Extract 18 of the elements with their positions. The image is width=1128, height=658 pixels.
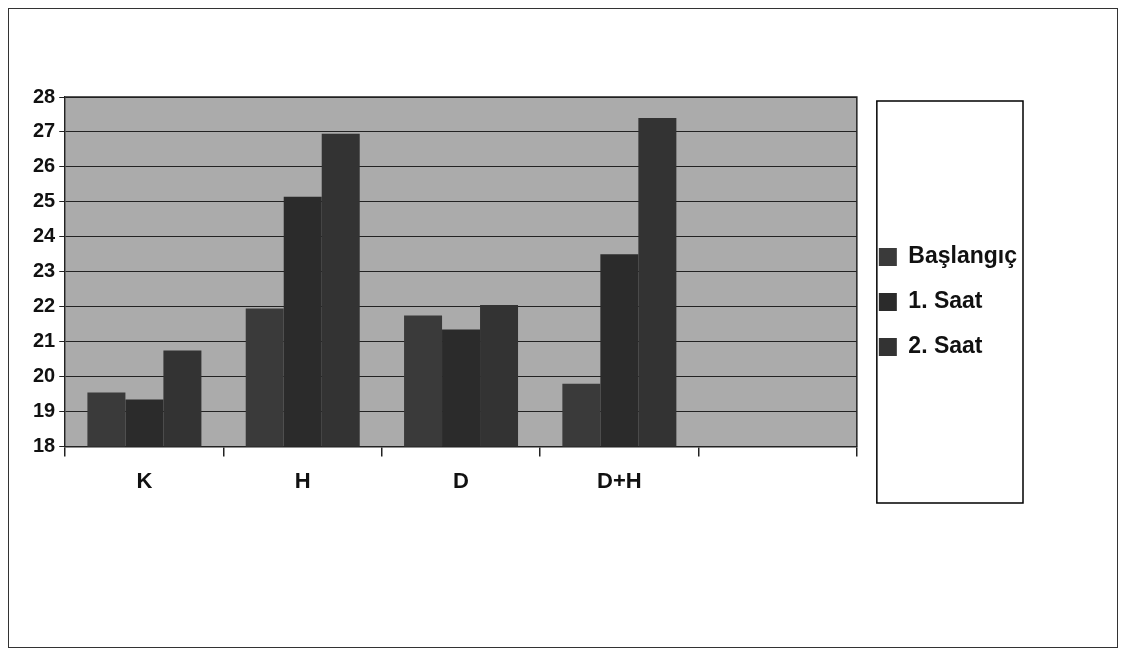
y-tick-label: 19 bbox=[33, 399, 56, 422]
x-tick-label: H bbox=[294, 467, 311, 493]
y-tick-label: 18 bbox=[33, 434, 56, 457]
x-tick-label: K bbox=[136, 467, 153, 493]
y-tick-label: 28 bbox=[33, 84, 56, 107]
y-tick-label: 26 bbox=[33, 154, 56, 177]
y-tick-label: 20 bbox=[33, 364, 56, 387]
legend-label: 1. Saat bbox=[908, 287, 983, 314]
y-tick-label: 22 bbox=[33, 294, 56, 317]
x-tick-label: D bbox=[453, 467, 469, 493]
legend-label: Başlangıç bbox=[908, 242, 1018, 269]
legend-label: 2. Saat bbox=[908, 332, 983, 359]
y-tick-label: 21 bbox=[33, 329, 56, 352]
y-tick-label: 25 bbox=[33, 189, 56, 212]
y-tick-label: 24 bbox=[33, 224, 57, 247]
y-tick-label: 23 bbox=[33, 259, 56, 282]
y-tick-label: 27 bbox=[33, 119, 56, 142]
x-tick-label: D+H bbox=[597, 467, 642, 493]
